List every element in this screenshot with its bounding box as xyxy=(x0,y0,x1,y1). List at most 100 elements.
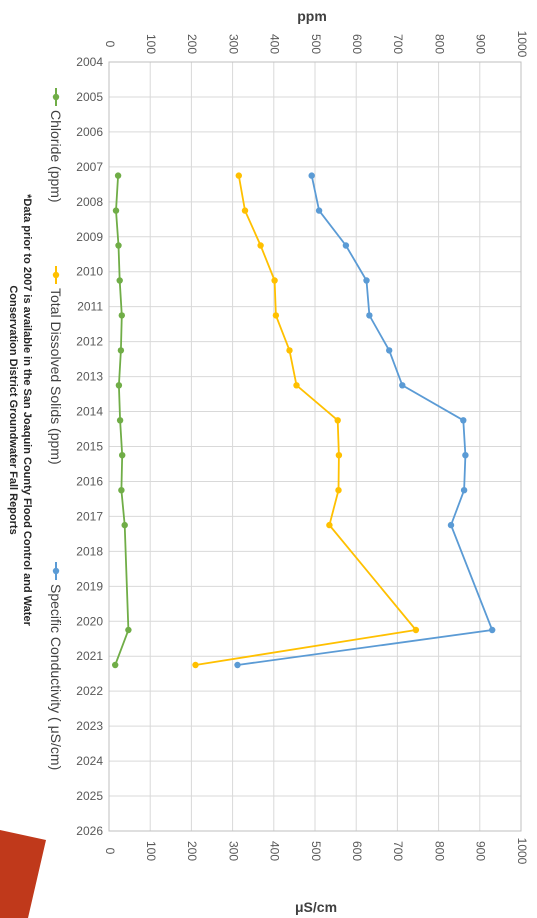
legend-label-conductivity: Specific Conductivity ( μS/cm) xyxy=(48,584,64,770)
year-tick-label: 2023 xyxy=(76,719,103,733)
year-tick-label: 2024 xyxy=(76,754,103,768)
legend: Chloride (ppm) Total Dissolved Solids (p… xyxy=(48,88,64,770)
data-point xyxy=(116,417,124,424)
year-tick-label: 2016 xyxy=(76,474,103,488)
top-tick-label: 800 xyxy=(432,34,446,54)
footnote-line-2: Conservation District Groundwater Fall R… xyxy=(7,285,19,534)
bottom-tick-label: 200 xyxy=(185,841,199,861)
year-tick-label: 2022 xyxy=(76,684,103,698)
year-tick-label: 2007 xyxy=(76,160,103,174)
data-point xyxy=(335,452,343,459)
year-tick-label: 2025 xyxy=(76,789,103,803)
data-point xyxy=(112,661,119,669)
data-point xyxy=(271,277,278,284)
bottom-tick-label: 500 xyxy=(309,841,323,861)
bottom-tick-label: 900 xyxy=(474,841,488,861)
data-point xyxy=(119,452,126,459)
legend-label-chloride: Chloride (ppm) xyxy=(48,110,64,203)
legend-item-chloride: Chloride (ppm) xyxy=(48,88,64,203)
data-point xyxy=(315,207,323,214)
bottom-tick-label: 700 xyxy=(391,841,405,861)
data-point xyxy=(412,626,420,634)
top-tick-label: 100 xyxy=(144,34,158,54)
data-point xyxy=(234,661,241,669)
data-point xyxy=(115,382,123,389)
data-point xyxy=(192,661,199,669)
bottom-tick-label: 400 xyxy=(268,841,282,861)
year-axis: 2004 2005 2006 2007 2008 2009 2010 2011 2012 2013… xyxy=(76,55,103,838)
top-value-axis: 0 100 200 300 400 500 600 700 800 900 1000 xyxy=(103,31,529,58)
top-axis-title: ppm xyxy=(297,8,327,24)
bottom-tick-label: 800 xyxy=(432,841,446,861)
year-tick-label: 2018 xyxy=(76,544,103,558)
grid xyxy=(108,61,522,832)
top-tick-label: 1000 xyxy=(515,31,529,58)
year-tick-label: 2009 xyxy=(76,230,103,244)
data-point xyxy=(121,521,128,529)
data-point xyxy=(326,521,333,529)
data-point xyxy=(447,521,455,529)
series xyxy=(112,172,496,669)
top-tick-label: 900 xyxy=(474,34,488,54)
data-point xyxy=(115,242,122,249)
top-tick-label: 600 xyxy=(350,34,364,54)
year-tick-label: 2006 xyxy=(76,125,103,139)
year-tick-label: 2005 xyxy=(76,90,103,104)
data-point xyxy=(334,417,341,424)
data-point xyxy=(460,417,467,424)
legend-item-tds: Total Dissolved Solids (ppm) xyxy=(48,266,64,465)
data-point xyxy=(118,312,126,319)
year-tick-label: 2013 xyxy=(76,370,103,384)
legend-item-conductivity: Specific Conductivity ( μS/cm) xyxy=(48,562,64,770)
year-tick-label: 2011 xyxy=(77,300,103,314)
data-point xyxy=(399,382,406,389)
series-line-1 xyxy=(195,175,418,666)
top-tick-label: 400 xyxy=(268,34,282,54)
top-tick-label: 0 xyxy=(103,41,117,48)
data-point xyxy=(335,487,342,494)
data-point xyxy=(293,382,300,389)
data-point xyxy=(462,452,469,459)
year-tick-label: 2019 xyxy=(76,579,103,593)
data-point xyxy=(114,172,122,179)
year-tick-label: 2014 xyxy=(76,405,103,419)
data-point xyxy=(308,172,315,179)
year-tick-label: 2012 xyxy=(76,335,103,349)
series-line-2 xyxy=(237,175,494,666)
top-tick-label: 700 xyxy=(391,34,405,54)
data-point xyxy=(366,312,373,319)
footnote-line-1: *Data prior to 2007 is available in the … xyxy=(21,194,33,626)
bottom-tick-label: 1000 xyxy=(515,838,529,865)
year-tick-label: 2026 xyxy=(76,824,103,838)
data-point xyxy=(235,172,242,179)
year-tick-label: 2008 xyxy=(76,195,103,209)
year-tick-label: 2017 xyxy=(76,509,103,523)
year-tick-label: 2020 xyxy=(76,614,103,628)
data-point xyxy=(286,347,293,354)
data-point xyxy=(241,207,249,214)
year-tick-label: 2010 xyxy=(76,265,103,279)
footnote: *Data prior to 2007 is available in the … xyxy=(7,194,33,626)
year-tick-label: 2021 xyxy=(76,649,103,663)
data-point xyxy=(116,277,123,284)
top-tick-label: 300 xyxy=(226,34,240,54)
bottom-axis-title: μS/cm xyxy=(295,899,337,915)
data-point xyxy=(342,242,350,249)
bottom-value-axis: 0 100 200 300 400 500 600 700 800 900 1000 xyxy=(103,838,529,865)
data-point xyxy=(489,626,496,634)
data-point xyxy=(386,347,393,354)
legend-label-tds: Total Dissolved Solids (ppm) xyxy=(48,288,64,465)
data-point xyxy=(118,487,125,494)
data-point xyxy=(117,347,125,354)
data-point xyxy=(125,626,132,634)
top-tick-label: 200 xyxy=(185,34,199,54)
data-point xyxy=(112,207,120,214)
year-tick-label: 2004 xyxy=(76,55,103,69)
data-point xyxy=(363,277,370,284)
year-tick-label: 2015 xyxy=(76,440,103,454)
bottom-tick-label: 100 xyxy=(144,841,158,861)
decorative-stripe xyxy=(0,830,46,918)
data-point xyxy=(460,487,468,494)
top-tick-label: 500 xyxy=(309,34,323,54)
